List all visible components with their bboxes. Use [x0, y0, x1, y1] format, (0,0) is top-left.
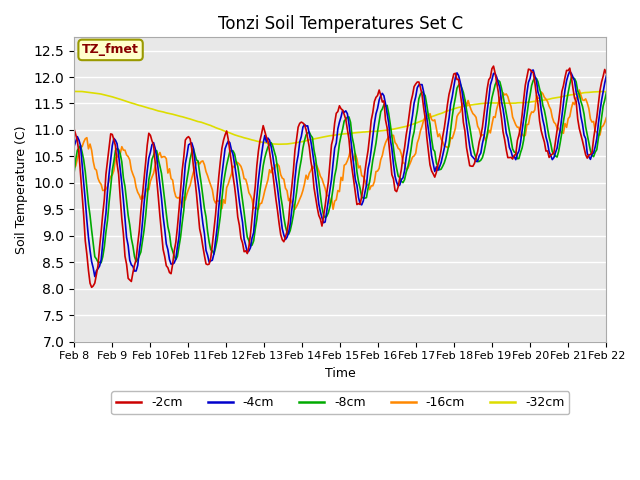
-2cm [509, 156, 516, 162]
-16cm [507, 103, 515, 109]
-16cm [602, 115, 610, 120]
-8cm [513, 156, 521, 162]
-2cm [602, 71, 610, 76]
-16cm [229, 163, 237, 169]
-32cm [372, 128, 380, 134]
-16cm [77, 144, 84, 150]
-2cm [70, 126, 78, 132]
-8cm [568, 75, 575, 81]
Y-axis label: Soil Temperature (C): Soil Temperature (C) [15, 125, 28, 254]
Title: Tonzi Soil Temperatures Set C: Tonzi Soil Temperatures Set C [218, 15, 463, 33]
Text: TZ_fmet: TZ_fmet [82, 43, 139, 57]
-2cm [490, 63, 497, 69]
-32cm [515, 100, 523, 106]
-2cm [88, 285, 95, 290]
Line: -2cm: -2cm [74, 66, 606, 288]
-32cm [77, 88, 84, 94]
-4cm [513, 151, 521, 157]
-2cm [231, 184, 239, 190]
-16cm [575, 87, 583, 93]
-2cm [371, 99, 378, 105]
-8cm [507, 137, 515, 143]
-8cm [602, 90, 610, 96]
-2cm [77, 170, 84, 176]
Line: -32cm: -32cm [74, 91, 606, 144]
-8cm [231, 151, 239, 157]
-8cm [70, 169, 78, 175]
Line: -4cm: -4cm [74, 70, 606, 276]
-4cm [231, 161, 239, 167]
Line: -16cm: -16cm [74, 90, 606, 209]
-2cm [515, 132, 523, 138]
-4cm [529, 67, 537, 73]
-4cm [189, 145, 197, 151]
-4cm [602, 73, 610, 79]
Line: -8cm: -8cm [74, 78, 606, 263]
-32cm [189, 117, 197, 123]
-4cm [371, 120, 378, 126]
X-axis label: Time: Time [325, 367, 356, 380]
-8cm [189, 145, 197, 151]
-4cm [77, 143, 84, 148]
-32cm [78, 89, 86, 95]
-8cm [77, 143, 84, 148]
-2cm [189, 162, 197, 168]
Legend: -2cm, -4cm, -8cm, -16cm, -32cm: -2cm, -4cm, -8cm, -16cm, -32cm [111, 391, 570, 414]
-16cm [291, 206, 299, 212]
-32cm [275, 141, 283, 147]
-16cm [188, 176, 196, 181]
-16cm [513, 124, 521, 130]
-32cm [602, 89, 610, 95]
-32cm [70, 88, 78, 94]
-32cm [231, 132, 239, 138]
-8cm [371, 149, 378, 155]
-4cm [70, 143, 78, 149]
-32cm [509, 100, 516, 106]
-8cm [97, 260, 105, 265]
-4cm [507, 148, 515, 154]
-16cm [70, 165, 78, 171]
-16cm [371, 179, 378, 184]
-4cm [91, 274, 99, 279]
